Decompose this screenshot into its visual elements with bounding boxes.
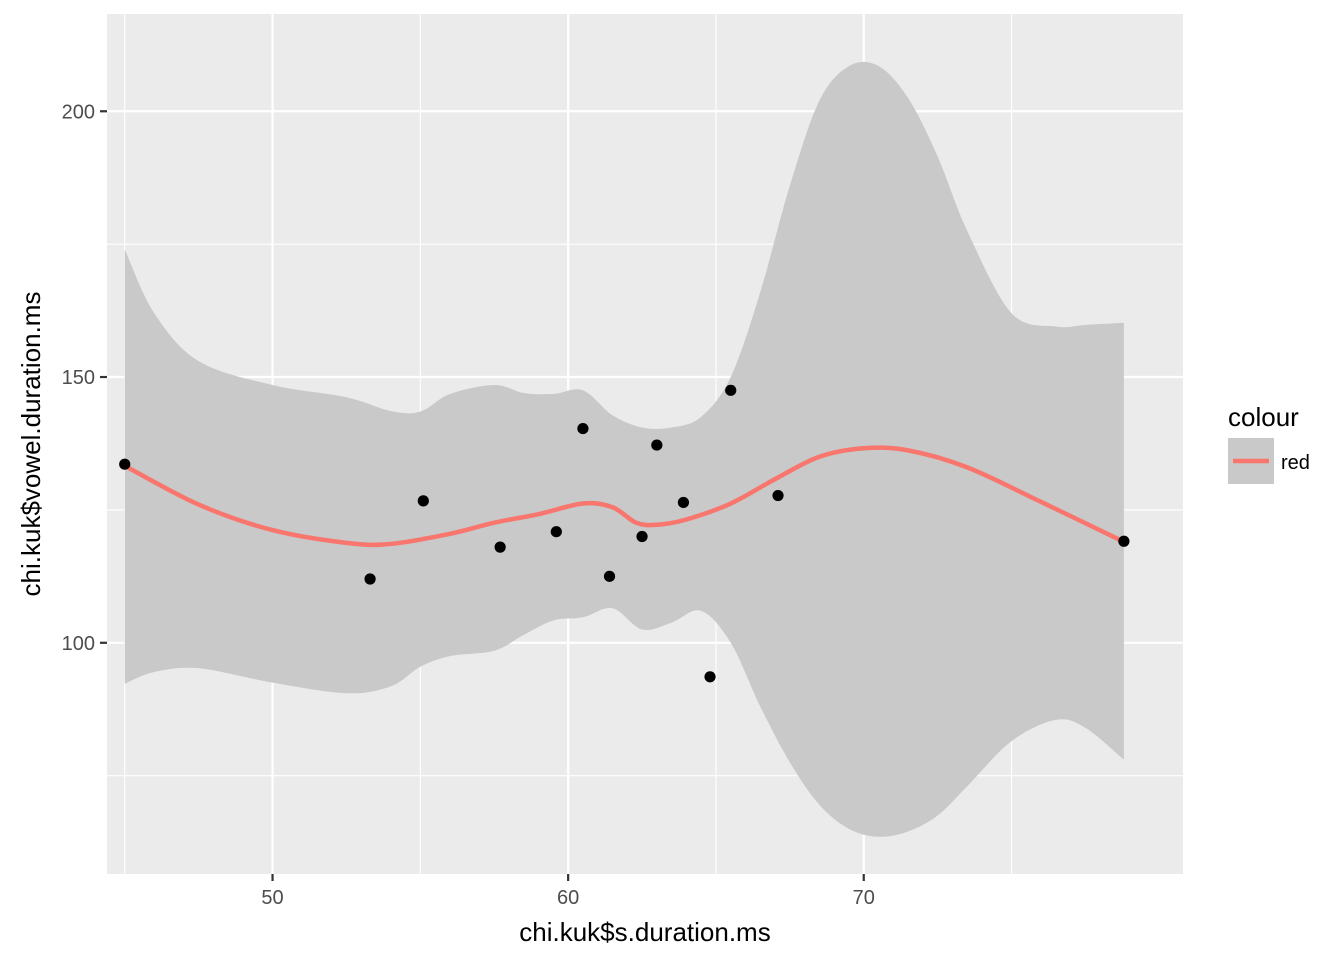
data-point	[119, 458, 131, 470]
x-axis-title: chi.kuk$s.duration.ms	[519, 917, 770, 947]
legend-label: red	[1281, 452, 1310, 474]
confidence-band-layer	[124, 61, 1124, 837]
data-points-layer	[119, 384, 1130, 683]
smooth-line	[123, 445, 1125, 548]
y-tick-label: 200	[62, 101, 95, 123]
data-point	[704, 671, 716, 683]
confidence-band	[124, 61, 1124, 837]
data-point	[725, 384, 737, 396]
legend: colour red	[1228, 402, 1310, 484]
x-tick-label: 60	[557, 887, 579, 909]
data-point	[494, 541, 506, 553]
axes-layer: 50 60 70 100 150 200	[62, 101, 875, 909]
data-point	[677, 496, 690, 509]
x-tick-label: 70	[853, 887, 875, 909]
data-point	[550, 526, 562, 538]
data-point	[577, 422, 589, 435]
data-point	[1118, 535, 1130, 547]
legend-title: colour	[1228, 402, 1299, 432]
data-point	[603, 570, 616, 582]
data-point	[636, 530, 648, 543]
y-tick-label: 150	[62, 367, 95, 389]
smooth-line-layer	[123, 445, 1125, 548]
x-tick-label: 50	[261, 887, 283, 909]
y-axis-title: chi.kuk$vowel.duration.ms	[16, 292, 46, 597]
data-point	[772, 489, 784, 502]
data-point	[364, 573, 376, 585]
data-point	[417, 495, 429, 507]
y-tick-label: 100	[62, 633, 95, 655]
data-point	[651, 439, 663, 451]
